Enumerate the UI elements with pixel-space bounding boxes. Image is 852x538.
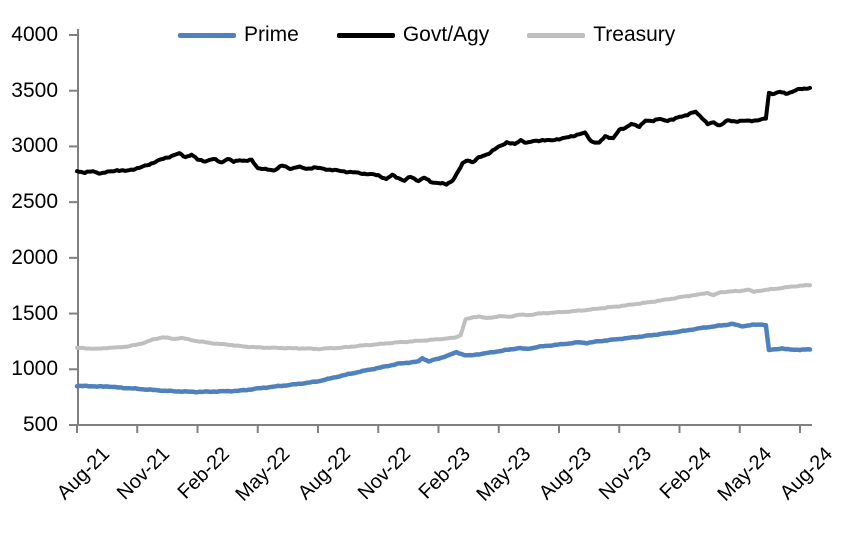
legend-item-prime: Prime bbox=[178, 23, 299, 47]
legend-item-govt-agy: Govt/Agy bbox=[336, 23, 490, 47]
legend-label-govt-agy: Govt/Agy bbox=[402, 23, 490, 46]
y-tick-label: 4000 bbox=[11, 23, 58, 46]
y-tick-label: 3000 bbox=[11, 134, 58, 158]
series-line-treasury bbox=[75, 283, 812, 352]
y-tick-label: 500 bbox=[22, 413, 58, 436]
legend-label-prime: Prime bbox=[244, 23, 299, 46]
legend-item-treasury: Treasury bbox=[527, 23, 675, 47]
y-tick-label: 1500 bbox=[11, 301, 58, 325]
y-tick-label: 2000 bbox=[11, 245, 58, 269]
y-tick-label: 2500 bbox=[11, 190, 58, 214]
legend-swatch-govt-agy bbox=[336, 32, 395, 38]
legend-swatch-prime bbox=[178, 32, 236, 38]
series-line-prime bbox=[74, 321, 813, 395]
legend-label-treasury: Treasury bbox=[593, 23, 676, 46]
chart-legend: Prime Govt/Agy Treasury bbox=[178, 23, 713, 47]
y-tick-label: 3500 bbox=[11, 78, 58, 102]
legend-swatch-treasury bbox=[527, 32, 586, 38]
series-line-govt-agy bbox=[75, 85, 812, 187]
y-tick-label: 1000 bbox=[11, 357, 58, 381]
